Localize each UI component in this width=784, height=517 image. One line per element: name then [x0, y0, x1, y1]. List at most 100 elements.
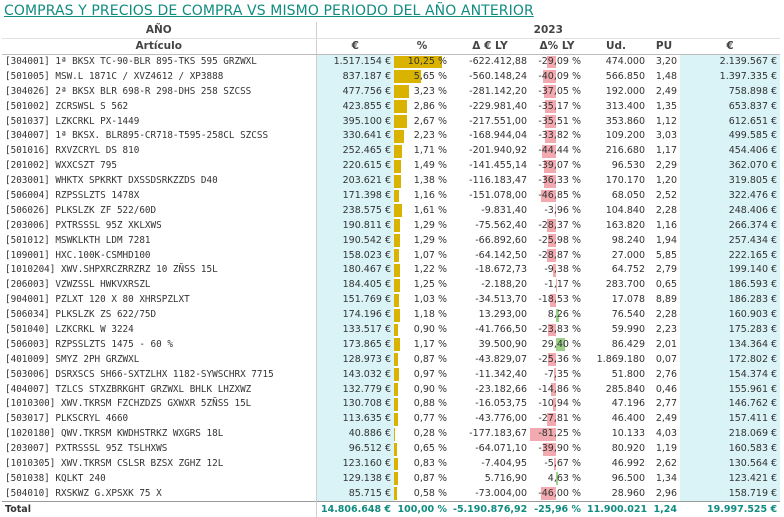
articulo-cell: [501002] ZCRSWSL S 562 — [2, 99, 316, 114]
eur-cell: 133.517 € — [316, 323, 394, 338]
delta-eur-cell: 5.716,90 — [450, 471, 530, 486]
eur-cell: 252.465 € — [316, 144, 394, 159]
delta-eur-cell: -75.562,40 — [450, 218, 530, 233]
delta-pct-value: 29,40 % — [542, 339, 581, 350]
total-pu: 1,24 — [648, 502, 680, 517]
share-bar — [394, 458, 398, 471]
eur-ly-cell: 199.140 € — [680, 263, 780, 278]
eur-cell: 238.575 € — [316, 203, 394, 218]
eur-cell: 190.811 € — [316, 218, 394, 233]
pu-cell: 2,76 — [648, 367, 680, 382]
table-row[interactable]: [503006] DSRXSCS SH66-SXTZLHX 1182-SYWSC… — [2, 367, 780, 382]
delta-pct-value: -3,96 % — [544, 205, 581, 216]
ud-cell: 27.000 — [584, 248, 648, 263]
col-delta-eur-header[interactable]: Δ € LY — [450, 38, 530, 54]
pct-value: 1,07 % — [414, 250, 447, 261]
delta-pct-cell: 4,63 % — [530, 471, 584, 486]
pct-value: 1,61 % — [414, 205, 447, 216]
table-row[interactable]: [1020180] QWV.TKRSM KWDHSTRKZ WXGRS 18L 4… — [2, 427, 780, 442]
col-pu-header[interactable]: PU — [648, 38, 680, 54]
table-row[interactable]: [304007] 1ª BKSX. BLR895-CR718-T595-258C… — [2, 129, 780, 144]
delta-pct-value: -35,17 % — [538, 101, 581, 112]
ud-cell: 566.850 — [584, 69, 648, 84]
articulo-cell: [1020180] QWV.TKRSM KWDHSTRKZ WXGRS 18L — [2, 427, 316, 442]
ud-cell: 216.680 — [584, 144, 648, 159]
pu-cell: 4,03 — [648, 427, 680, 442]
eur-cell: 96.512 € — [316, 442, 394, 457]
pu-cell: 1,48 — [648, 69, 680, 84]
pu-cell: 1,17 — [648, 144, 680, 159]
pct-value: 1,29 % — [414, 220, 447, 231]
total-eur: 14.806.648 € — [316, 502, 394, 517]
pct-cell: 1,49 % — [394, 159, 450, 174]
col-ud-header[interactable]: Ud. — [584, 38, 648, 54]
col-eur-header[interactable]: € — [316, 38, 394, 54]
eur-ly-cell: 172.802 € — [680, 352, 780, 367]
col-pct-header[interactable]: % — [394, 38, 450, 54]
articulo-cell: [304007] 1ª BKSX. BLR895-CR718-T595-258C… — [2, 129, 316, 144]
eur-cell: 203.621 € — [316, 174, 394, 189]
delta-pct-cell: -23,83 % — [530, 323, 584, 338]
eur-ly-cell: 266.374 € — [680, 218, 780, 233]
table-row[interactable]: [304026] 2ª BKSX BLR 698-R 298-DHS 258 S… — [2, 84, 780, 99]
articulo-cell: [203001] WHKTX SPKRKT DXSSDSRKZZDS D40 — [2, 174, 316, 189]
pct-cell: 1,22 % — [394, 263, 450, 278]
eur-ly-cell: 160.583 € — [680, 442, 780, 457]
pct-cell: 1,17 % — [394, 337, 450, 352]
col-eur-ly-header[interactable]: € — [680, 38, 780, 54]
ud-cell: 96.530 — [584, 159, 648, 174]
pct-cell: 1,71 % — [394, 144, 450, 159]
pct-cell: 0,28 % — [394, 427, 450, 442]
articulo-cell: [206003] VZWZSSL HWKVXRSZL — [2, 278, 316, 293]
pu-cell: 5,85 — [648, 248, 680, 263]
articulo-cell: [501037] LZKCRKL PX-1449 — [2, 114, 316, 129]
table-row[interactable]: [506003] RZPSSLZTS 1475 - 60 %173.865 €1… — [2, 337, 780, 352]
delta-pct-value: -37,05 % — [538, 86, 581, 97]
articulo-cell: [506004] RZPSSLZTS 1478X — [2, 189, 316, 204]
table-row[interactable]: [404007] TZLCS STXZBRKGHT GRZWXL BHLK LH… — [2, 382, 780, 397]
articulo-cell: [904001] PZLXT 120 X 80 XHRSPZLXT — [2, 293, 316, 308]
share-bar — [394, 234, 400, 247]
delta-pct-cell: -81,25 % — [530, 427, 584, 442]
table-row[interactable]: [1010300] XWV.TKRSM FZCHZDZS GXWXR 5ZÑSS… — [2, 397, 780, 412]
col-delta-pct-header[interactable]: Δ% LY — [530, 38, 584, 54]
pu-cell: 1,35 — [648, 99, 680, 114]
share-bar — [394, 324, 398, 337]
table-row[interactable]: [304001] 1ª BKSX TC-90-BLR 895-TKS 595 G… — [2, 54, 780, 69]
delta-pct-cell: -36,33 % — [530, 174, 584, 189]
table-body: [304001] 1ª BKSX TC-90-BLR 895-TKS 595 G… — [2, 54, 780, 502]
pu-cell: 2,77 — [648, 397, 680, 412]
pct-value: 0,83 % — [414, 458, 447, 469]
delta-eur-cell: -168.944,04 — [450, 129, 530, 144]
pu-cell: 0,65 — [648, 278, 680, 293]
ud-cell: 86.429 — [584, 337, 648, 352]
eur-ly-cell: 157.411 € — [680, 412, 780, 427]
share-bar — [394, 264, 400, 277]
pu-cell: 2,28 — [648, 308, 680, 323]
delta-pct-value: 4,63 % — [548, 473, 581, 484]
pct-cell: 0,97 % — [394, 367, 450, 382]
delta-pct-cell: -35,17 % — [530, 99, 584, 114]
